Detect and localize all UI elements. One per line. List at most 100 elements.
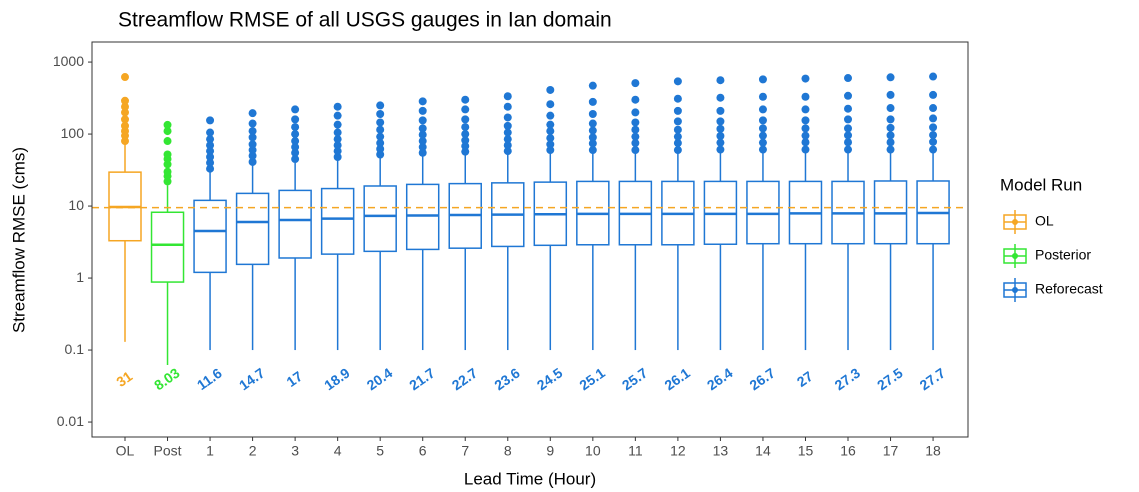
outlier [291, 115, 300, 124]
outlier [801, 145, 810, 154]
x-tick-label: 4 [334, 443, 342, 459]
outlier [886, 73, 895, 82]
outlier [206, 147, 215, 156]
y-axis-title: Streamflow RMSE (cms) [9, 147, 28, 333]
x-tick-label: 12 [670, 443, 686, 459]
outlier [206, 128, 215, 137]
outlier [206, 153, 215, 162]
x-tick-label: 6 [419, 443, 427, 459]
outlier [631, 95, 640, 104]
plot-border [91, 41, 969, 438]
outlier [929, 137, 938, 146]
box [150, 211, 185, 283]
box [405, 183, 440, 251]
outlier [461, 147, 470, 156]
outlier [291, 130, 300, 139]
outlier [333, 135, 342, 144]
value-label: 27.5 [874, 364, 906, 393]
value-label: 21.7 [406, 364, 438, 393]
y-tick-label: 0.01 [57, 413, 84, 429]
value-label: 31 [113, 368, 135, 390]
outlier [461, 142, 470, 151]
outlier [121, 121, 129, 130]
outlier [886, 123, 895, 132]
outlier [588, 139, 597, 148]
outlier [716, 124, 725, 133]
outlier [758, 138, 767, 147]
outlier [929, 90, 938, 99]
value-label: 14.7 [236, 364, 268, 393]
outlier [929, 131, 938, 140]
outlier [503, 141, 512, 150]
value-label: 27 [794, 368, 816, 390]
outlier [929, 145, 938, 154]
outlier [248, 146, 257, 155]
outlier [418, 137, 427, 146]
outlier [886, 90, 895, 99]
outlier [546, 134, 555, 143]
box [278, 189, 312, 259]
y-tick-label: 10 [68, 197, 84, 213]
outlier [206, 158, 215, 167]
outlier [801, 105, 810, 114]
outlier [376, 125, 385, 134]
x-tick-label: 3 [291, 443, 299, 459]
legend-key-point [1012, 287, 1018, 293]
value-label: 25.1 [576, 364, 608, 393]
y-tick-label: 1000 [53, 53, 84, 69]
outlier [418, 143, 427, 152]
outlier [121, 108, 129, 117]
x-tick-label: 11 [628, 443, 643, 459]
outlier [673, 132, 682, 141]
outlier [673, 146, 682, 155]
outlier [588, 126, 597, 135]
outlier [929, 72, 938, 81]
outlier [503, 128, 512, 137]
outlier [588, 81, 597, 90]
x-tick-label: Post [154, 443, 182, 459]
outlier [163, 167, 172, 176]
outlier [844, 91, 853, 100]
outlier [801, 131, 810, 140]
outlier [333, 128, 342, 137]
outlier [758, 124, 767, 133]
outlier [121, 73, 129, 82]
outlier [673, 117, 682, 126]
outlier [844, 124, 853, 133]
outlier [206, 135, 215, 144]
outlier [248, 109, 257, 118]
outlier [844, 131, 853, 140]
outlier [333, 102, 342, 111]
outlier [886, 131, 895, 140]
box [193, 199, 227, 274]
value-label: 27.3 [832, 364, 864, 393]
outlier [631, 118, 640, 127]
outlier [801, 138, 810, 147]
legend-label: OL [1035, 213, 1054, 229]
outlier [418, 148, 427, 157]
value-label: 8.03 [151, 364, 183, 393]
outlier [758, 75, 767, 84]
outlier [291, 137, 300, 146]
outlier [418, 124, 427, 133]
outlier [546, 100, 555, 109]
legend-key-point [1012, 219, 1018, 225]
outlier [546, 140, 555, 149]
value-label: 24.5 [534, 364, 566, 393]
outlier [461, 130, 470, 139]
outlier [163, 150, 172, 159]
outlier [844, 104, 853, 113]
outlier [333, 141, 342, 150]
outlier [121, 96, 129, 105]
outlier [376, 150, 385, 159]
x-tick-label: 10 [585, 443, 601, 459]
outlier [333, 147, 342, 156]
y-tick-label: 100 [61, 125, 85, 141]
outlier [291, 143, 300, 152]
box [320, 187, 355, 255]
box [235, 192, 270, 266]
outlier [801, 92, 810, 101]
x-tick-label: 16 [840, 443, 856, 459]
outlier [461, 123, 470, 132]
